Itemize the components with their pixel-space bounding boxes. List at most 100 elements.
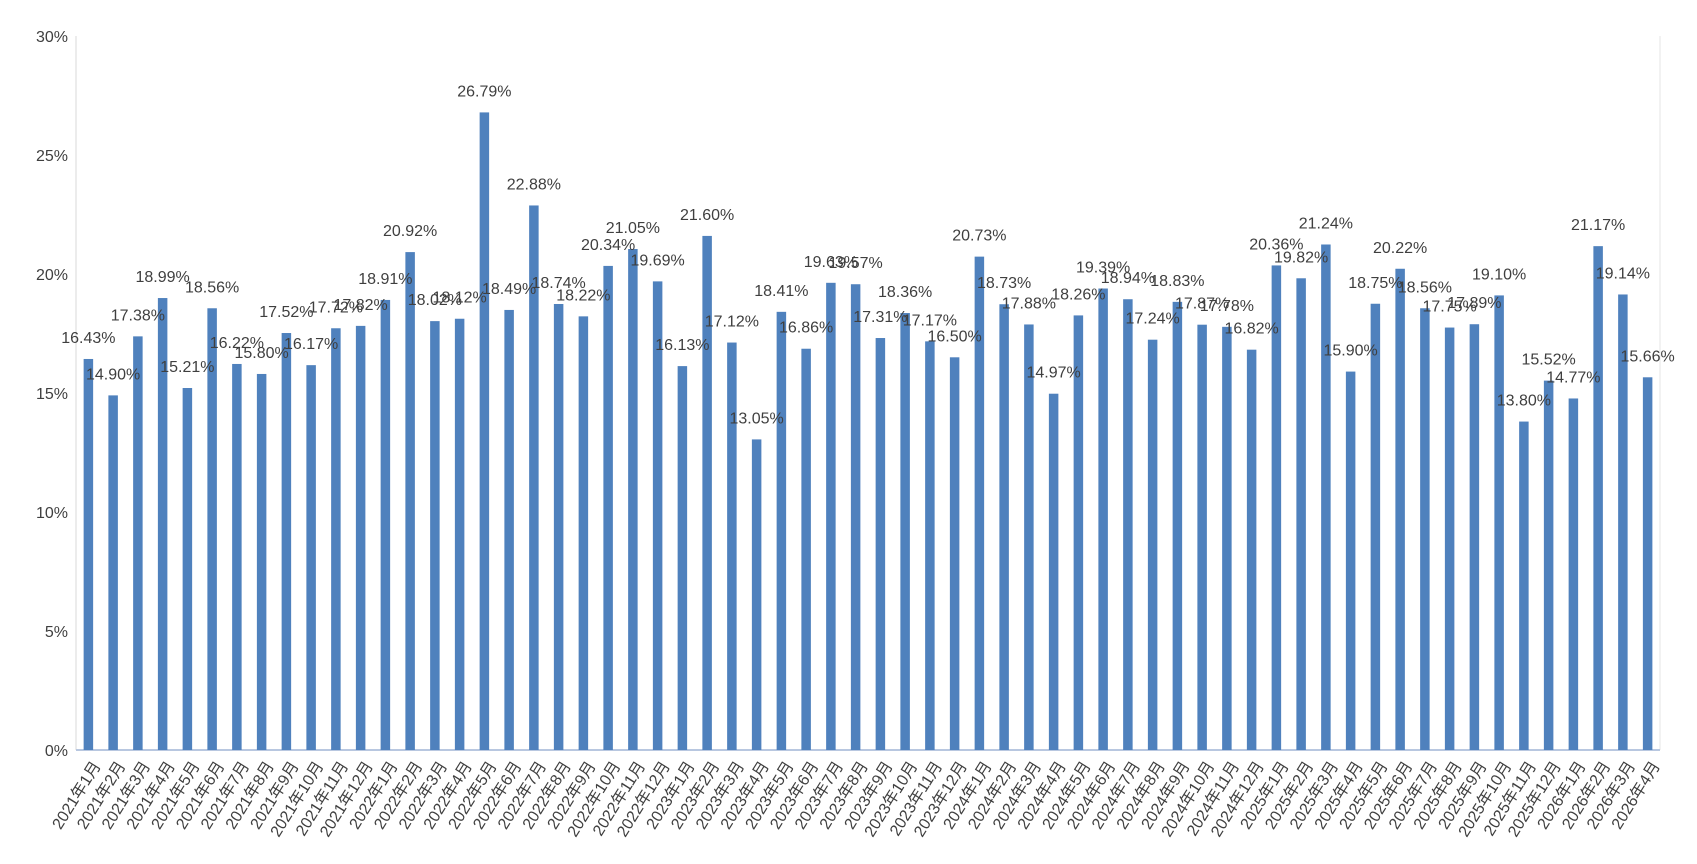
bar xyxy=(1172,301,1183,750)
data-label: 16.17% xyxy=(284,336,338,353)
data-label: 18.12% xyxy=(432,290,486,307)
data-label: 18.73% xyxy=(977,275,1031,292)
bar xyxy=(133,336,143,750)
bar xyxy=(1618,294,1628,750)
data-label: 20.73% xyxy=(952,228,1006,245)
bar xyxy=(504,309,514,750)
data-label: 15.66% xyxy=(1620,348,1674,365)
data-label: 18.74% xyxy=(531,275,585,292)
data-label: 17.87% xyxy=(1175,296,1229,313)
bar xyxy=(1395,268,1405,750)
data-label: 20.22% xyxy=(1373,240,1427,257)
bar xyxy=(751,439,762,750)
x-axis-labels: 2021年1月2021年2月2021年3月2021年4月2021年5月2021年… xyxy=(49,758,1664,840)
data-label: 13.80% xyxy=(1497,393,1551,410)
bar xyxy=(1296,278,1306,750)
data-label: 19.39% xyxy=(1076,260,1130,277)
data-label: 18.56% xyxy=(185,279,239,296)
bar xyxy=(727,342,737,750)
data-label: 16.22% xyxy=(210,335,264,352)
data-label: 18.26% xyxy=(1051,286,1105,303)
bar xyxy=(232,363,242,750)
bar xyxy=(529,205,539,750)
data-label: 18.22% xyxy=(556,287,610,304)
bar xyxy=(1321,244,1331,751)
data-label: 17.88% xyxy=(1002,295,1056,312)
data-label: 17.89% xyxy=(1447,295,1501,312)
data-label: 18.36% xyxy=(878,284,932,301)
bar xyxy=(850,284,861,750)
data-label: 15.80% xyxy=(234,345,288,362)
data-label: 18.49% xyxy=(482,281,536,298)
bar xyxy=(1246,349,1257,750)
data-label: 18.83% xyxy=(1150,273,1204,290)
data-label: 17.38% xyxy=(111,307,165,324)
bar xyxy=(974,256,985,750)
bar xyxy=(331,328,341,750)
bar xyxy=(652,281,663,750)
data-label: 16.82% xyxy=(1224,321,1278,338)
bar xyxy=(355,325,366,750)
data-label: 17.31% xyxy=(853,309,907,326)
data-label: 18.02% xyxy=(408,292,462,309)
data-label: 17.12% xyxy=(705,314,759,331)
bar xyxy=(157,298,168,750)
bar xyxy=(380,299,391,750)
data-label: 17.78% xyxy=(1200,298,1254,315)
data-label: 18.99% xyxy=(135,269,189,286)
data-label: 13.05% xyxy=(729,410,783,427)
bar xyxy=(776,311,787,750)
data-label: 17.82% xyxy=(333,297,387,314)
data-label: 17.75% xyxy=(1422,299,1476,316)
bar xyxy=(801,348,811,750)
data-label: 14.77% xyxy=(1546,369,1600,386)
bar xyxy=(1098,288,1108,750)
bar xyxy=(702,235,712,751)
bar xyxy=(454,318,465,750)
bar xyxy=(83,358,94,750)
data-label: 19.14% xyxy=(1596,265,1650,282)
y-tick-label: 25% xyxy=(36,148,68,165)
bar xyxy=(1519,421,1529,750)
data-label: 21.17% xyxy=(1571,217,1625,234)
data-label: 15.52% xyxy=(1521,352,1575,369)
data-label: 17.52% xyxy=(259,304,313,321)
data-label: 16.43% xyxy=(61,330,115,347)
bar xyxy=(1593,246,1603,750)
data-label: 21.60% xyxy=(680,207,734,224)
data-label: 17.17% xyxy=(903,312,957,329)
data-label: 19.57% xyxy=(828,255,882,272)
bar xyxy=(1642,377,1653,750)
bar xyxy=(1048,393,1059,750)
bar xyxy=(925,341,935,750)
data-label: 22.88% xyxy=(507,176,561,193)
bar xyxy=(1147,339,1158,750)
bar xyxy=(430,321,440,750)
data-label: 19.69% xyxy=(630,252,684,269)
bar xyxy=(182,388,193,750)
data-label: 17.72% xyxy=(309,299,363,316)
bar xyxy=(405,252,415,750)
data-label: 20.36% xyxy=(1249,236,1303,253)
data-label: 15.90% xyxy=(1323,343,1377,360)
bar xyxy=(1370,303,1381,750)
data-label: 18.75% xyxy=(1348,275,1402,292)
data-label: 14.90% xyxy=(86,366,140,383)
y-tick-label: 0% xyxy=(45,743,68,760)
data-label: 14.97% xyxy=(1026,365,1080,382)
bar xyxy=(1420,308,1430,750)
bar xyxy=(1568,398,1579,750)
data-label: 16.13% xyxy=(655,337,709,354)
bar xyxy=(900,313,910,750)
bar xyxy=(949,357,960,750)
bar xyxy=(256,373,267,750)
data-label: 19.10% xyxy=(1472,266,1526,283)
bar xyxy=(1123,299,1133,750)
data-label: 20.34% xyxy=(581,237,635,254)
data-label: 20.92% xyxy=(383,223,437,240)
bar xyxy=(875,338,886,750)
y-axis-ticks: 0% 5% 10% 15% 20% 25% 30% xyxy=(36,29,68,760)
data-label: 19.82% xyxy=(1274,249,1328,266)
bar xyxy=(479,112,490,750)
